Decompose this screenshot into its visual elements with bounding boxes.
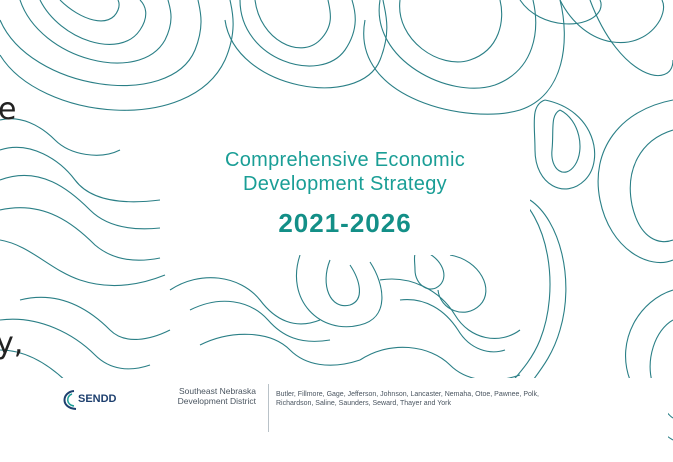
county-list-line-1: Butler, Fillmore, Gage, Jefferson, Johns… [276,391,539,398]
district-line-1: Southeast Nebraska [178,386,256,396]
title-line-1: Comprehensive Economic [224,149,466,171]
footer-band: SENDD Southeast Nebraska Development Dis… [28,378,668,438]
footer-divider [268,384,269,432]
district-line-2: Development District [177,396,256,406]
logo-text: SENDD [78,393,117,405]
sendd-logo: SENDD [42,388,128,412]
cropped-text-fragment-bottom: y, [0,326,24,361]
year-range: 2021-2026 [278,208,412,238]
district-name: Southeast Nebraska Development District [146,386,256,406]
logo-swoosh-icon [63,390,77,410]
county-list-line-2: Richardson, Saline, Saunders, Seward, Th… [276,400,451,407]
title-block: Comprehensive Economic Development Strat… [160,140,530,255]
county-list: Butler, Fillmore, Gage, Jefferson, Johns… [276,390,656,408]
cropped-text-fragment-top: e [0,92,17,127]
title-line-2: Development Strategy [243,173,447,195]
